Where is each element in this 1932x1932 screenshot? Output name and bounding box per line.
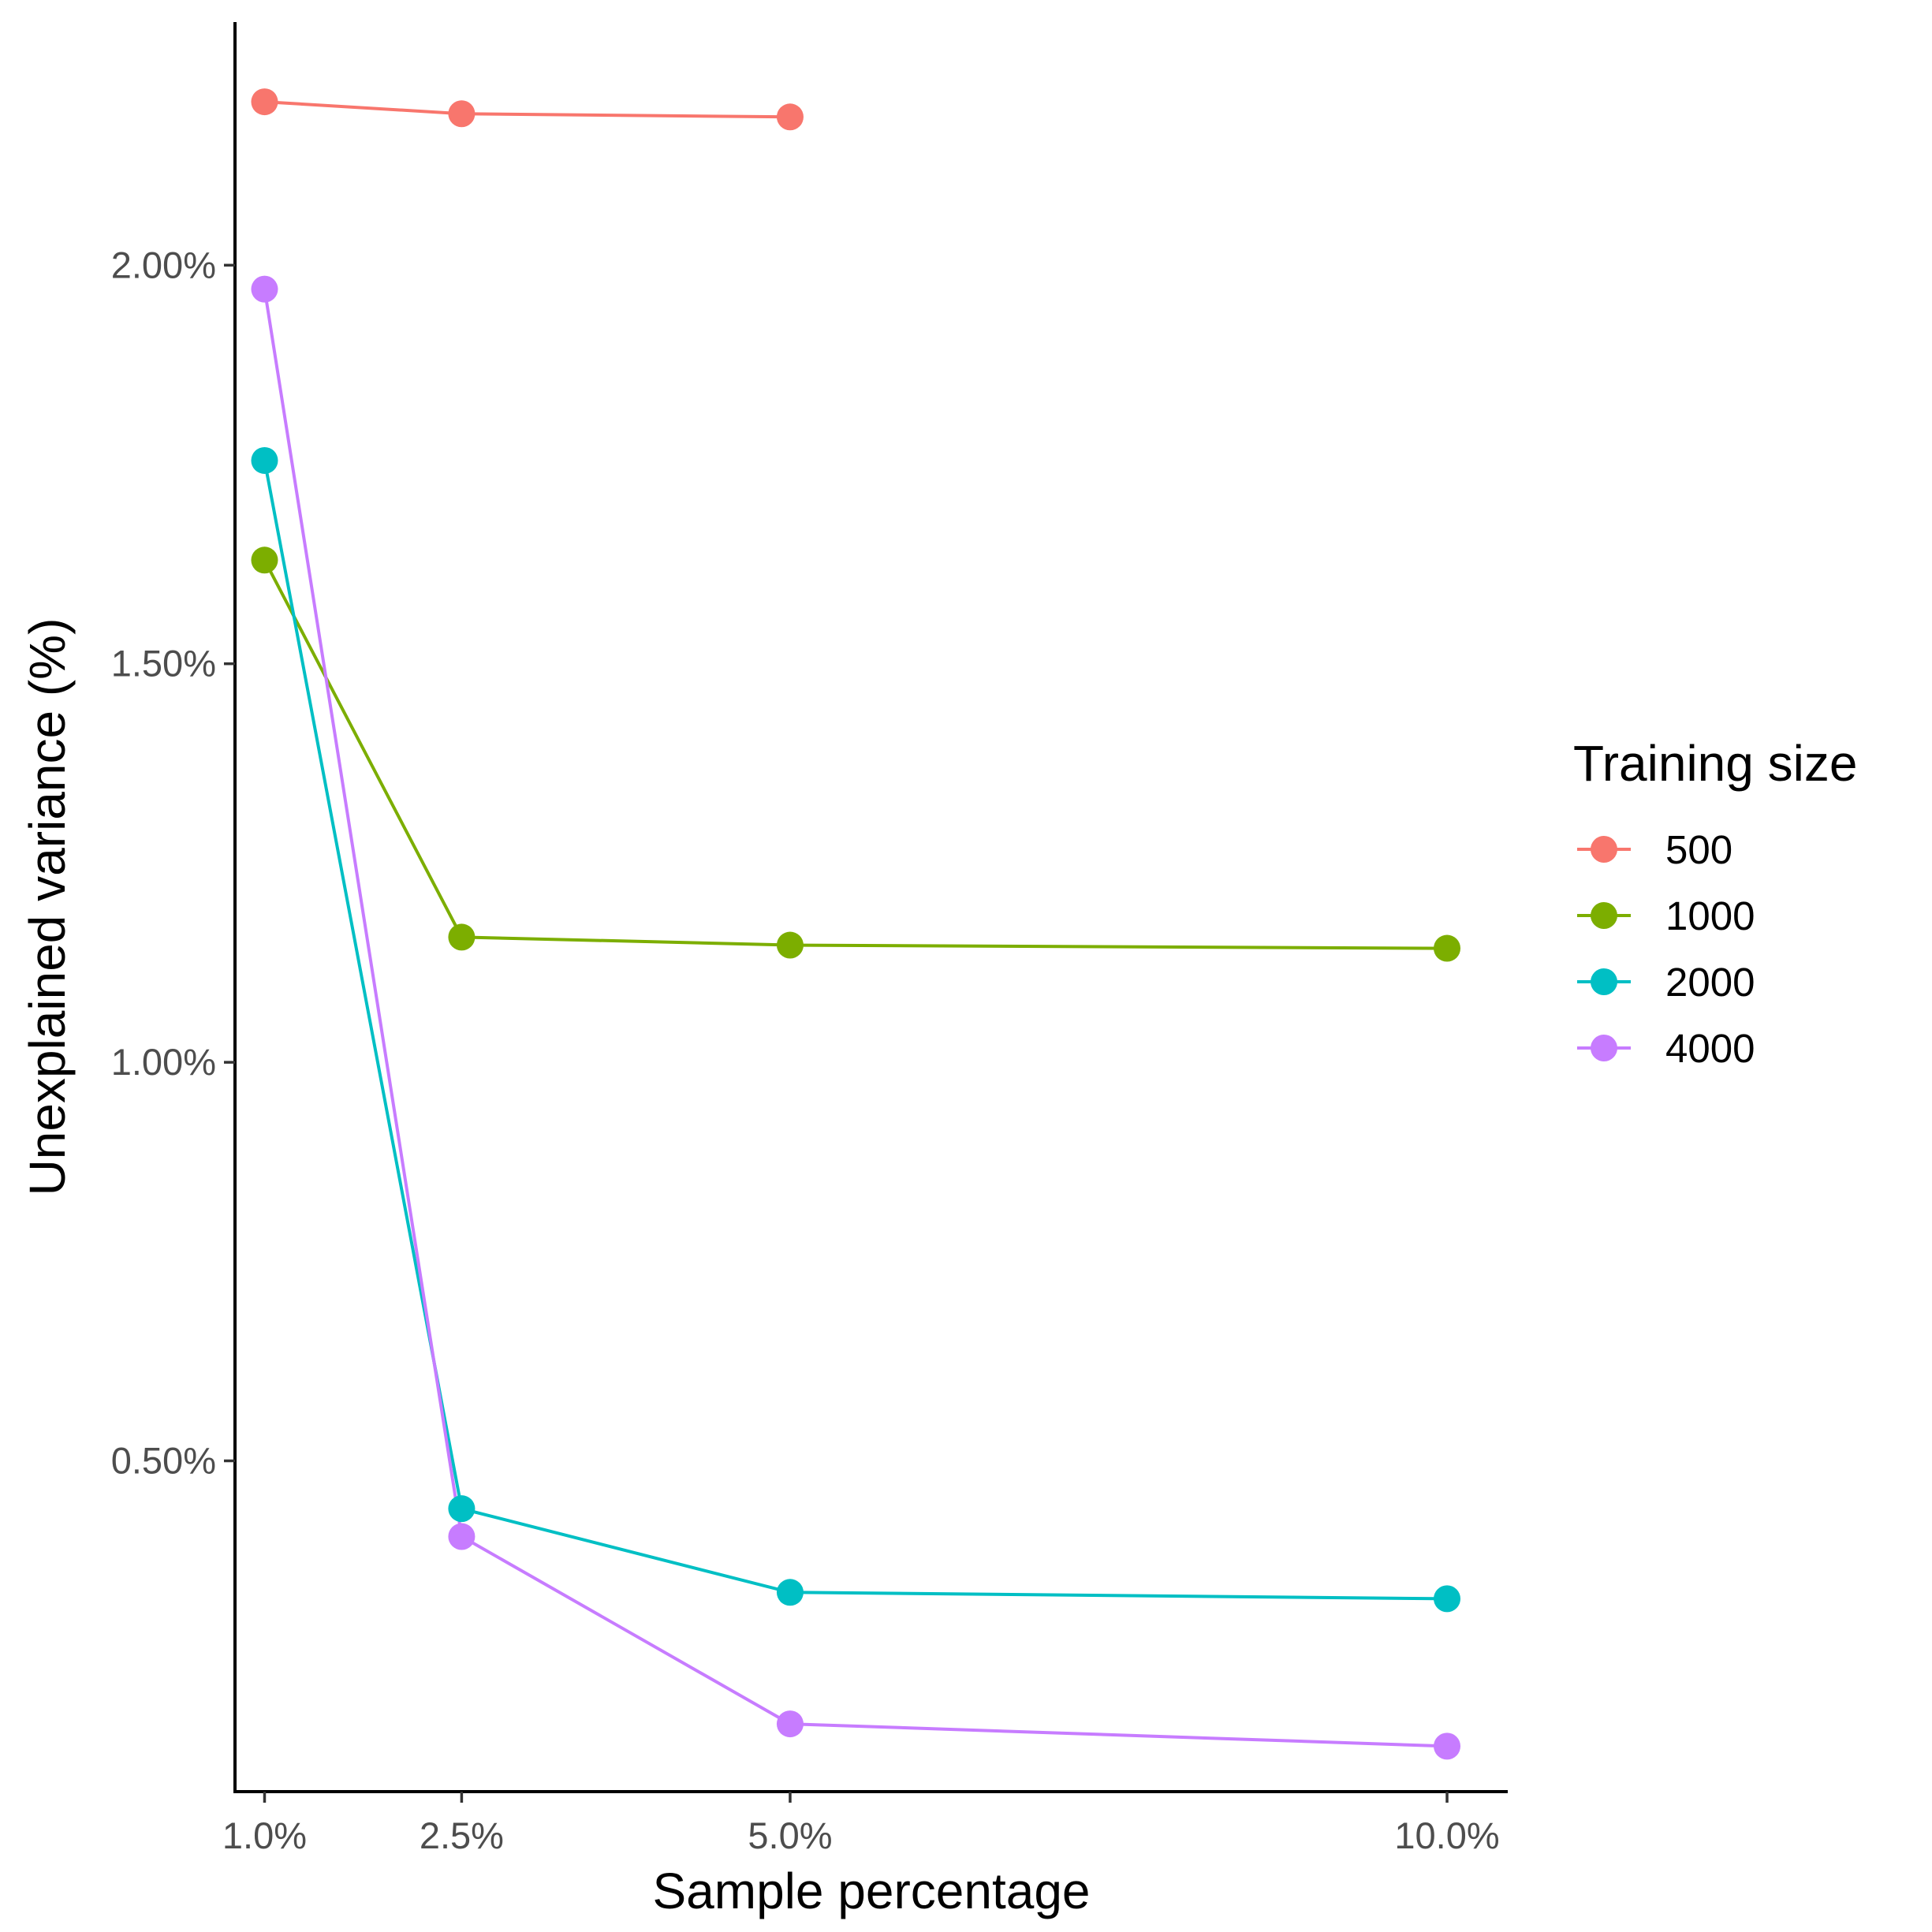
y-tick-label: 1.50% [111,643,216,684]
series-line-500 [264,100,790,119]
data-point [776,931,804,959]
legend-item-2000: 2000 [1577,960,1755,1005]
series-500 [264,100,790,119]
legend: Training size 500 1000 2000 4000 [1573,735,1857,1071]
y-axis-ticks: 0.50% 1.00% 1.50% 2.00% [111,244,235,1482]
data-point [251,88,278,116]
legend-label: 500 [1665,827,1732,872]
data-point [776,1710,804,1738]
data-point [776,1579,804,1606]
legend-key-point [1591,902,1617,929]
legend-label: 1000 [1665,893,1755,938]
data-point [251,546,278,574]
legend-label: 4000 [1665,1026,1755,1071]
data-point [448,923,476,951]
y-tick-label: 2.00% [111,244,216,285]
series-layer [251,88,1461,1760]
series-line-4000 [263,289,1448,1748]
y-axis-title: Unexplained variance (%) [19,618,76,1196]
data-point [776,103,804,131]
legend-title: Training size [1573,735,1857,792]
legend-key-point [1591,836,1617,863]
x-tick-label: 5.0% [748,1815,832,1856]
x-tick-label: 1.0% [222,1815,307,1856]
data-point [251,275,278,303]
x-axis-ticks: 1.0% 2.5% 5.0% 10.0% [222,1792,1500,1856]
series-points-500 [251,88,804,131]
legend-key-point [1591,968,1617,995]
data-point [448,1495,476,1523]
series-line-1000 [263,559,1448,950]
legend-key-point [1591,1035,1617,1061]
data-point [1434,1585,1461,1613]
series-points-2000 [251,446,1461,1613]
x-tick-label: 2.5% [420,1815,504,1856]
series-points-4000 [251,275,1461,1760]
x-axis-title: Sample percentage [652,1863,1090,1919]
legend-item-4000: 4000 [1577,1026,1755,1071]
data-point [1434,1732,1461,1760]
series-points-1000 [251,546,1461,962]
legend-label: 2000 [1665,960,1755,1005]
series-4000 [263,289,1448,1748]
x-tick-label: 10.0% [1394,1815,1499,1856]
data-point [448,100,476,128]
series-2000 [263,460,1448,1601]
series-line-2000 [263,460,1448,1601]
legend-items: 500 1000 2000 4000 [1577,827,1755,1071]
series-1000 [263,559,1448,950]
y-tick-label: 0.50% [111,1440,216,1482]
legend-item-1000: 1000 [1577,893,1755,938]
data-point [251,446,278,474]
data-point [1434,934,1461,962]
data-point [448,1523,476,1550]
y-tick-label: 1.00% [111,1041,216,1083]
legend-item-500: 500 [1577,827,1732,872]
